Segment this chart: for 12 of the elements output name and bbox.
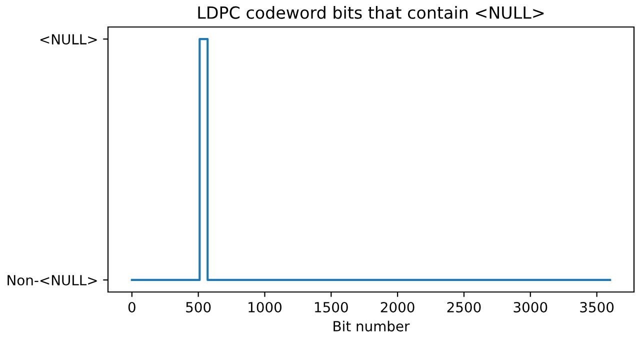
x-tick-label: 2000	[380, 302, 414, 312]
x-tick-label: 1500	[315, 302, 348, 312]
category-label: Non-<NULL>	[8, 275, 97, 286]
x-axis-title: Bit number	[334, 320, 410, 332]
x-tick-label: 3000	[514, 302, 548, 312]
x-tick-label: 3500	[580, 302, 614, 312]
x-tick-label: 1000	[248, 302, 282, 312]
x-tick-label: 2500	[447, 302, 481, 312]
category-label: <NULL>	[40, 34, 97, 45]
x-tick-label: 500	[186, 302, 211, 312]
chart-title: LDPC codeword bits that contain <NULL>	[198, 6, 544, 19]
x-tick-label: 0	[128, 302, 136, 312]
